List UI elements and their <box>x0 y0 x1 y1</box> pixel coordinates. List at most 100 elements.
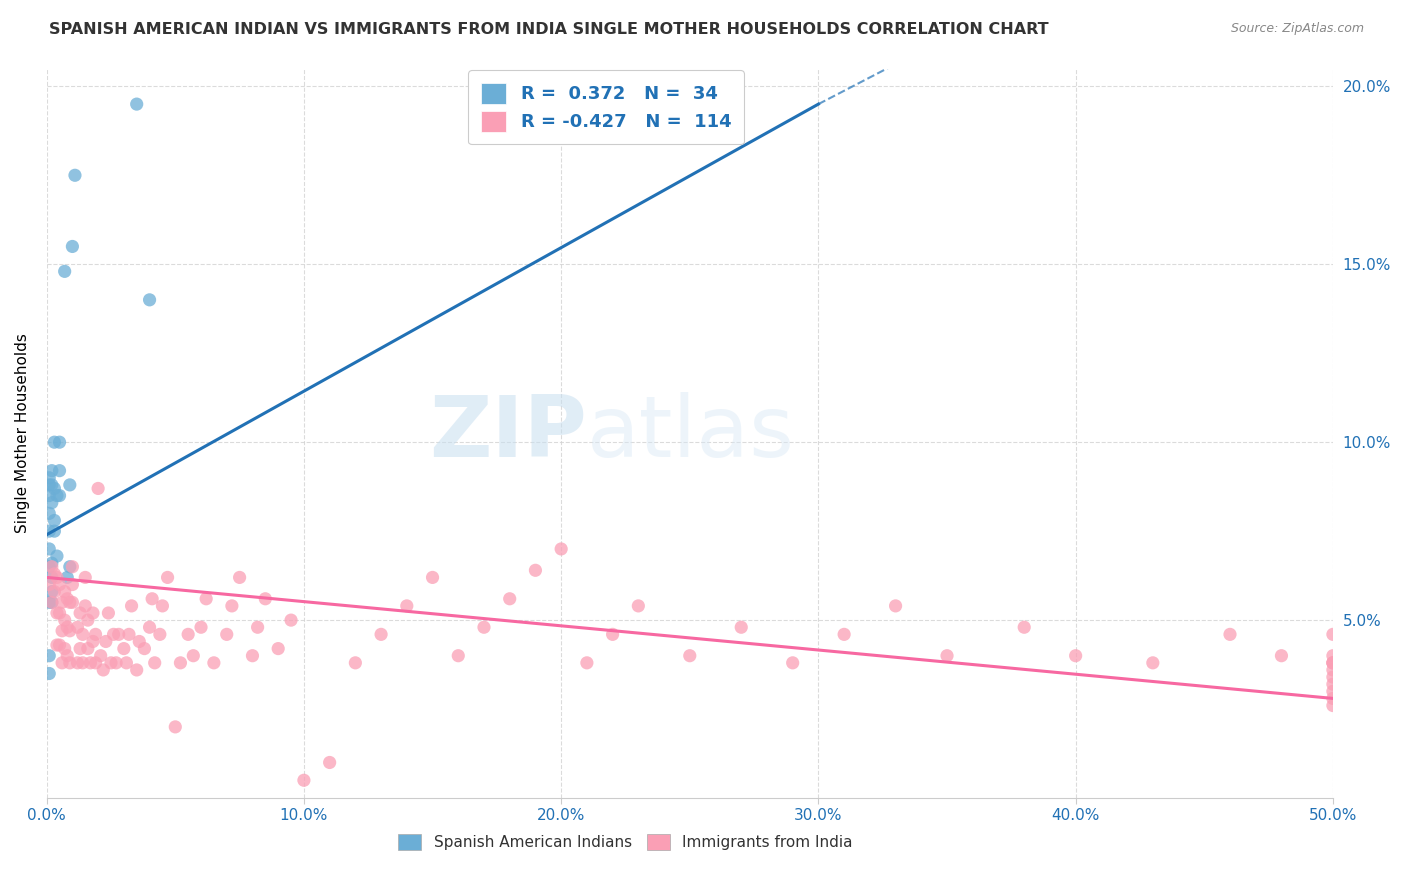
Point <box>41 584 63 599</box>
Point <box>41 478 63 492</box>
Point <box>38 478 60 492</box>
Point <box>66 656 89 670</box>
Point <box>46 549 69 563</box>
Point <box>1322 656 1344 670</box>
Point <box>344 656 367 670</box>
Point <box>51 656 73 670</box>
Point <box>60 577 83 591</box>
Point <box>832 627 855 641</box>
Point <box>41 496 63 510</box>
Point <box>1142 656 1164 670</box>
Point <box>395 599 418 613</box>
Point <box>1322 698 1344 713</box>
Point <box>60 559 83 574</box>
Point <box>112 641 135 656</box>
Point <box>125 97 148 112</box>
Point <box>221 599 243 613</box>
Point <box>41 464 63 478</box>
Point <box>128 634 150 648</box>
Point <box>627 599 650 613</box>
Point <box>44 482 66 496</box>
Point <box>38 541 60 556</box>
Text: SPANISH AMERICAN INDIAN VS IMMIGRANTS FROM INDIA SINGLE MOTHER HOUSEHOLDS CORREL: SPANISH AMERICAN INDIAN VS IMMIGRANTS FR… <box>49 22 1049 37</box>
Point <box>41 559 63 574</box>
Point <box>107 627 129 641</box>
Point <box>177 627 200 641</box>
Point <box>1322 648 1344 663</box>
Point <box>254 591 277 606</box>
Point <box>38 471 60 485</box>
Point <box>60 595 83 609</box>
Point <box>48 638 70 652</box>
Legend: R =  0.372   N =  34, R = -0.427   N =  114: R = 0.372 N = 34, R = -0.427 N = 114 <box>468 70 744 145</box>
Point <box>422 570 444 584</box>
Point <box>75 570 97 584</box>
Point <box>84 656 107 670</box>
Point <box>1219 627 1241 641</box>
Point <box>46 638 69 652</box>
Point <box>169 656 191 670</box>
Point <box>115 656 138 670</box>
Point <box>181 648 204 663</box>
Point <box>524 563 547 577</box>
Point <box>936 648 959 663</box>
Point <box>56 620 79 634</box>
Point <box>90 648 112 663</box>
Point <box>118 627 141 641</box>
Point <box>165 720 187 734</box>
Point <box>472 620 495 634</box>
Point <box>59 478 82 492</box>
Point <box>66 620 89 634</box>
Point <box>53 613 76 627</box>
Point <box>38 524 60 538</box>
Point <box>38 559 60 574</box>
Point <box>138 620 160 634</box>
Point <box>125 663 148 677</box>
Point <box>318 756 340 770</box>
Point <box>1322 663 1344 677</box>
Point <box>46 606 69 620</box>
Point <box>370 627 392 641</box>
Point <box>141 591 163 606</box>
Point <box>100 656 122 670</box>
Point <box>1322 670 1344 684</box>
Text: Source: ZipAtlas.com: Source: ZipAtlas.com <box>1230 22 1364 36</box>
Point <box>105 656 128 670</box>
Point <box>215 627 238 641</box>
Point <box>72 656 94 670</box>
Point <box>82 606 104 620</box>
Point <box>72 627 94 641</box>
Point <box>41 595 63 609</box>
Point <box>44 584 66 599</box>
Point <box>38 666 60 681</box>
Point <box>48 489 70 503</box>
Point <box>44 513 66 527</box>
Point <box>292 773 315 788</box>
Point <box>44 566 66 581</box>
Point <box>228 570 250 584</box>
Point <box>242 648 264 663</box>
Point <box>1322 656 1344 670</box>
Point <box>134 641 156 656</box>
Point <box>156 570 179 584</box>
Point <box>550 541 572 556</box>
Y-axis label: Single Mother Households: Single Mother Households <box>15 334 30 533</box>
Point <box>48 606 70 620</box>
Point <box>41 556 63 570</box>
Point <box>41 595 63 609</box>
Point <box>1322 691 1344 706</box>
Point <box>103 627 125 641</box>
Point <box>59 656 82 670</box>
Point <box>602 627 624 641</box>
Point <box>575 656 598 670</box>
Point <box>267 641 290 656</box>
Point <box>1270 648 1292 663</box>
Point <box>149 627 172 641</box>
Point <box>190 620 212 634</box>
Point <box>1322 627 1344 641</box>
Point <box>246 620 269 634</box>
Point <box>59 595 82 609</box>
Point <box>60 239 83 253</box>
Point <box>91 663 114 677</box>
Point <box>69 641 91 656</box>
